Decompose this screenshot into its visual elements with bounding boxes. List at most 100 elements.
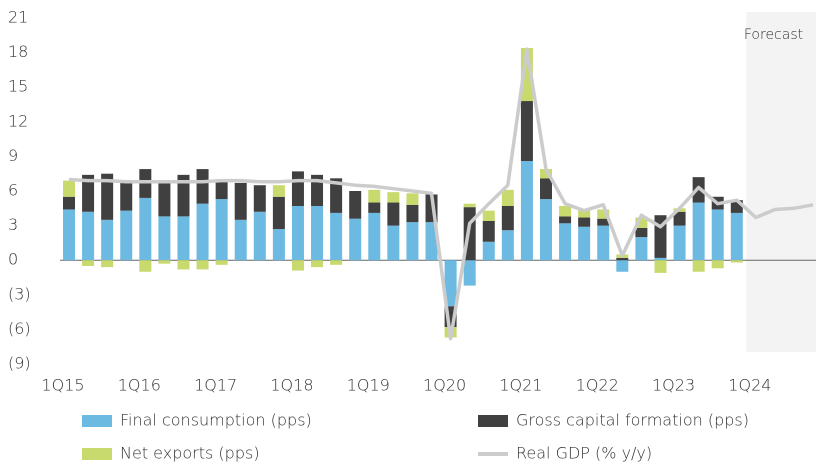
bar-segment bbox=[654, 257, 667, 261]
bar-segment bbox=[101, 173, 114, 220]
y-tick-label: 15 bbox=[8, 77, 28, 96]
bar-segment bbox=[215, 179, 228, 200]
bar-segment bbox=[406, 222, 419, 261]
y-tick-label: 3 bbox=[8, 215, 18, 234]
bar-segment bbox=[692, 202, 705, 261]
bar-segment bbox=[139, 260, 152, 272]
bar-segment bbox=[253, 211, 266, 261]
bar-segment bbox=[330, 178, 343, 213]
bar-segment bbox=[616, 257, 629, 261]
x-tick-label: 1Q24 bbox=[728, 376, 771, 395]
x-tick-label: 1Q23 bbox=[652, 376, 695, 395]
bar-segment bbox=[196, 203, 209, 261]
x-tick-label: 1Q20 bbox=[423, 376, 466, 395]
bar-segment bbox=[597, 225, 610, 261]
bar-segment bbox=[406, 204, 419, 223]
bar-segment bbox=[215, 260, 228, 265]
bar-segment bbox=[730, 260, 743, 263]
bar-segment bbox=[215, 199, 228, 261]
y-tick-label: 21 bbox=[8, 8, 28, 27]
bar-segment bbox=[291, 260, 304, 271]
bar-segment bbox=[311, 205, 324, 261]
y-tick-label: 0 bbox=[8, 250, 18, 269]
bar-segment bbox=[463, 260, 476, 286]
forecast-region bbox=[746, 12, 816, 352]
bar-segment bbox=[578, 209, 591, 218]
bar-segment bbox=[597, 209, 610, 219]
bar-segment bbox=[654, 260, 667, 273]
y-tick-label: 12 bbox=[8, 111, 28, 130]
bar-segment bbox=[330, 212, 343, 261]
bar-segment bbox=[501, 205, 514, 231]
bar-segment bbox=[482, 210, 495, 221]
x-tick-label: 1Q15 bbox=[41, 376, 84, 395]
bar-segment bbox=[120, 210, 133, 261]
bar-segment bbox=[597, 218, 610, 226]
bar-segment bbox=[635, 217, 648, 228]
bar-segment bbox=[387, 202, 400, 226]
bar-segment bbox=[692, 260, 705, 272]
bar-segment bbox=[711, 209, 724, 261]
bar-segment bbox=[673, 225, 686, 261]
bar-segment bbox=[272, 196, 285, 230]
bar-segment bbox=[196, 260, 209, 270]
bar-segment bbox=[482, 241, 495, 261]
bar-segment bbox=[63, 209, 75, 261]
x-tick-label: 1Q21 bbox=[499, 376, 542, 395]
legend-swatch bbox=[478, 415, 508, 427]
bar-segment bbox=[578, 217, 591, 227]
y-tick-label: 9 bbox=[8, 146, 18, 165]
bar-segment bbox=[540, 169, 552, 179]
line-series bbox=[68, 47, 814, 341]
x-tick-label: 1Q19 bbox=[347, 376, 390, 395]
y-tick-label: 6 bbox=[8, 181, 18, 200]
bar-segment bbox=[444, 260, 457, 307]
bar-segment bbox=[406, 193, 419, 205]
bar-segment bbox=[616, 260, 629, 272]
bar-segment bbox=[82, 211, 95, 261]
legend-label: Final consumption (pps) bbox=[120, 411, 312, 430]
bar-segment bbox=[559, 205, 572, 217]
bar-segment bbox=[177, 260, 190, 270]
bar-segment bbox=[425, 222, 438, 261]
y-tick-label: 18 bbox=[8, 42, 28, 61]
bar-segment bbox=[158, 216, 171, 261]
legend-swatch bbox=[82, 415, 112, 427]
bar-segment bbox=[177, 174, 190, 217]
forecast-label: Forecast bbox=[744, 27, 803, 43]
bar-segment bbox=[482, 220, 495, 242]
bar-segment bbox=[368, 202, 381, 213]
legend-label: Gross capital formation (pps) bbox=[516, 411, 749, 430]
bar-segment bbox=[272, 229, 285, 261]
bar-segment bbox=[673, 211, 686, 226]
bar-segment bbox=[82, 260, 95, 266]
bar-segment bbox=[349, 191, 362, 219]
bar-segment bbox=[196, 169, 209, 204]
bar-segment bbox=[120, 180, 133, 211]
bar-segment bbox=[578, 226, 591, 261]
bar-segment bbox=[234, 219, 247, 261]
bar-segment bbox=[349, 218, 362, 261]
bar-segment bbox=[540, 178, 552, 200]
bar-segment bbox=[234, 182, 247, 220]
bar-segment bbox=[501, 189, 514, 206]
bar-segment bbox=[291, 171, 304, 206]
bar-segment bbox=[520, 161, 533, 261]
bar-segment bbox=[101, 219, 114, 261]
bar-segment bbox=[82, 174, 95, 212]
bar-segment bbox=[520, 101, 533, 162]
bar-segment bbox=[177, 216, 190, 261]
bar-segment bbox=[730, 212, 743, 261]
legend-swatch bbox=[82, 448, 112, 460]
x-tick-label: 1Q18 bbox=[270, 376, 313, 395]
x-tick-label: 1Q16 bbox=[118, 376, 161, 395]
legend-label: Real GDP (% y/y) bbox=[516, 444, 652, 463]
x-tick-label: 1Q17 bbox=[194, 376, 237, 395]
bar-segment bbox=[63, 180, 75, 197]
bar-segment bbox=[559, 216, 572, 224]
bar-segment bbox=[540, 199, 552, 261]
bar-segment bbox=[139, 197, 152, 261]
bar-segment bbox=[63, 196, 75, 210]
y-tick-label: (6) bbox=[8, 319, 31, 338]
